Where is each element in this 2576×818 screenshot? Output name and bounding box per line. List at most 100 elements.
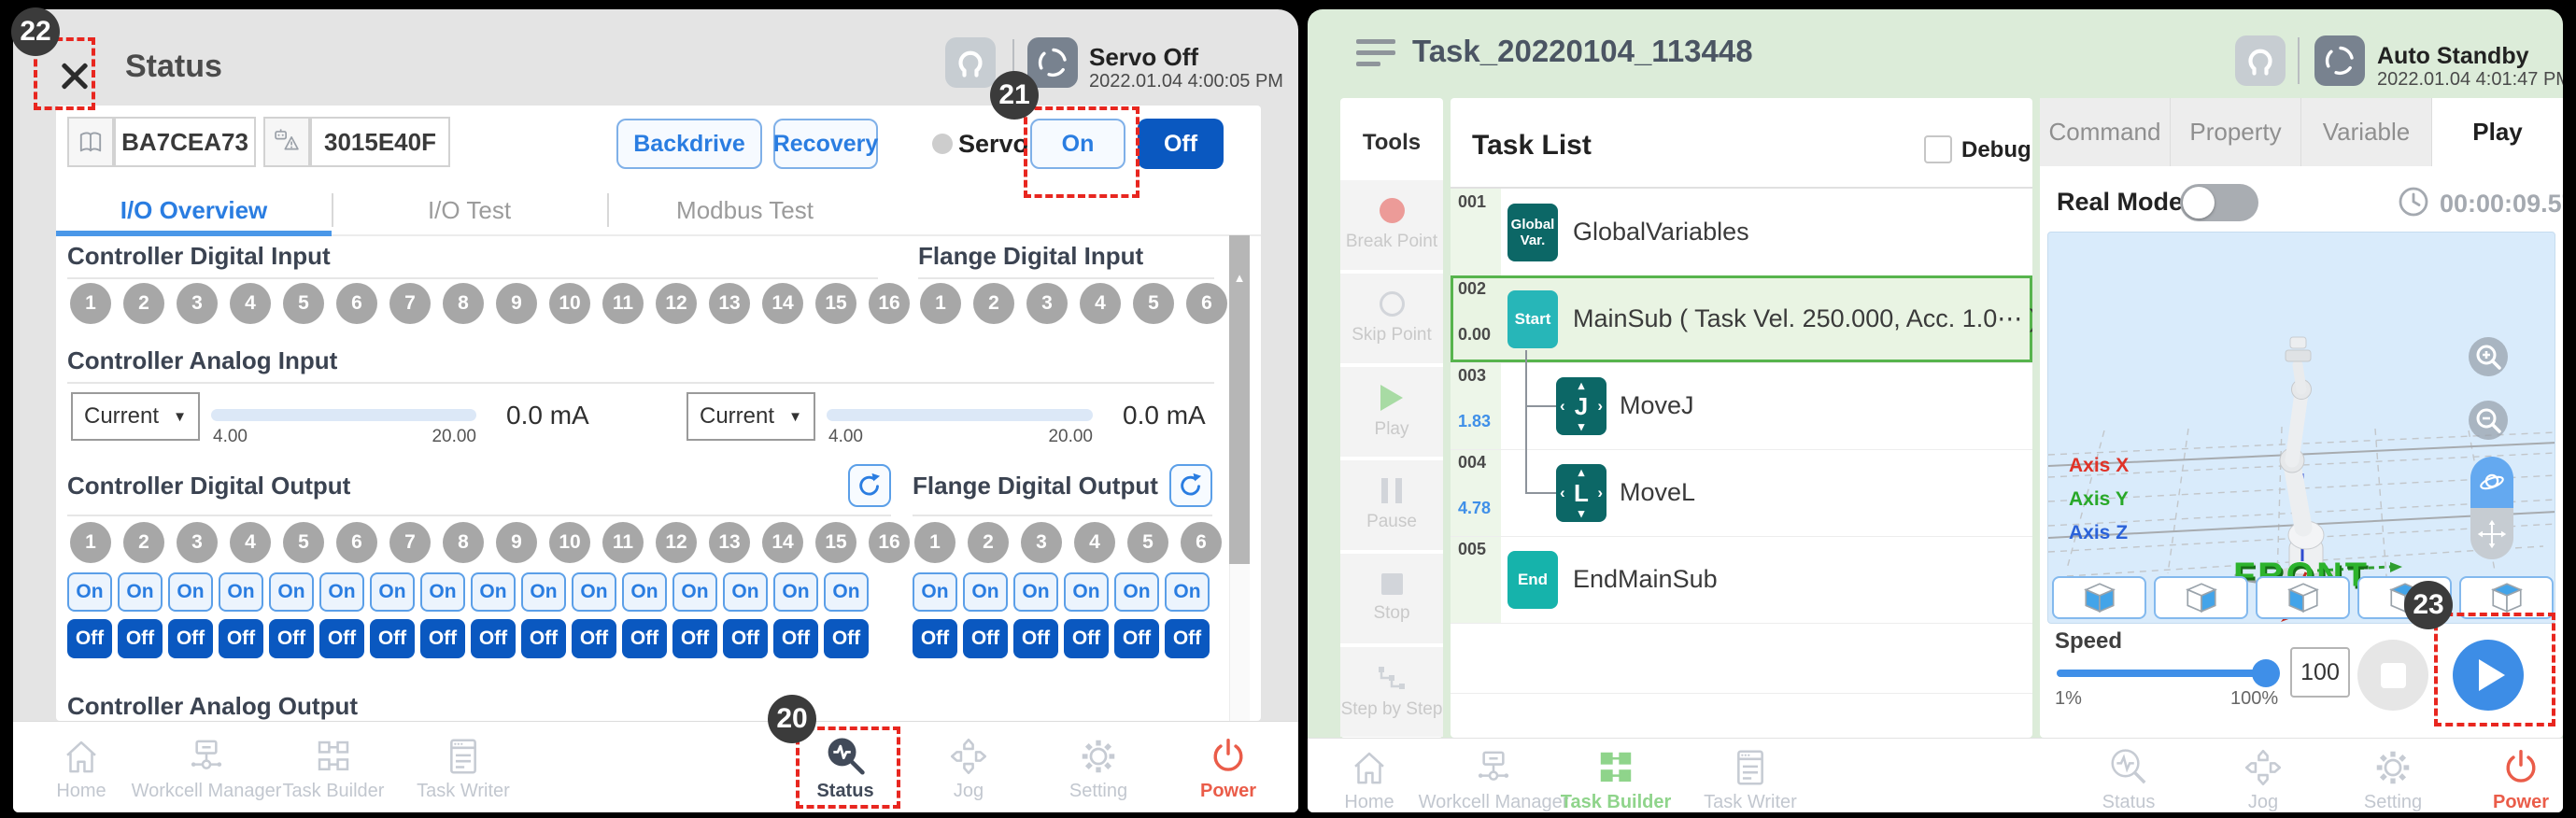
digital-output-on-button[interactable]: On (118, 572, 163, 612)
digital-output-on-button[interactable]: On (319, 572, 364, 612)
digital-output-off-button[interactable]: Off (1013, 619, 1058, 658)
digital-output-on-button[interactable]: On (622, 572, 667, 612)
task-row-label[interactable]: MoveJ (1620, 391, 1694, 419)
menu-icon[interactable] (1356, 39, 1395, 73)
scrollbar-thumb[interactable]: ▲ (1229, 235, 1250, 564)
refresh-button[interactable] (1169, 464, 1212, 507)
digital-output-off-button[interactable]: Off (471, 619, 516, 658)
digital-output-off-button[interactable]: Off (1114, 619, 1159, 658)
task-row-label[interactable]: MainSub ( Task Vel. 250.000, Acc. 1.0⋯ ) (1573, 304, 2032, 332)
digital-output-off-button[interactable]: Off (672, 619, 717, 658)
tool-play[interactable]: Play (1340, 367, 1443, 457)
analog-mode-select[interactable]: Current ▼ (686, 392, 815, 441)
tab-command[interactable]: Command (2040, 98, 2171, 166)
view-right-button[interactable] (2154, 576, 2248, 619)
digital-output-off-button[interactable]: Off (622, 619, 667, 658)
tool-stop[interactable]: Stop (1340, 554, 1443, 643)
nav-workcell-manager[interactable]: Workcell Manager (127, 735, 286, 802)
digital-output-off-button[interactable]: Off (420, 619, 465, 658)
nav-setting[interactable]: Setting (2314, 746, 2472, 812)
nav-workcell-manager[interactable]: Workcell Manager (1414, 746, 1573, 812)
digital-output-on-button[interactable]: On (67, 572, 112, 612)
tool-break-point[interactable]: Break Point (1340, 180, 1443, 270)
zoom-out-button[interactable] (2469, 401, 2508, 440)
digital-output-on-button[interactable]: On (1013, 572, 1058, 612)
backdrive-button[interactable]: Backdrive (616, 119, 762, 169)
digital-output-on-button[interactable]: On (963, 572, 1008, 612)
tab-io-test[interactable]: I/O Test (427, 196, 512, 224)
digital-output-on-button[interactable]: On (219, 572, 263, 612)
zoom-in-button[interactable] (2469, 337, 2508, 376)
task-row-label[interactable]: EndMainSub (1573, 565, 1718, 593)
digital-output-off-button[interactable]: Off (521, 619, 566, 658)
nav-home[interactable]: Home (13, 735, 161, 802)
nav-setting[interactable]: Setting (1019, 735, 1178, 802)
tab-variable[interactable]: Variable (2301, 98, 2432, 166)
view-left-button[interactable] (2256, 576, 2350, 619)
digital-output-on-button[interactable]: On (824, 572, 869, 612)
digital-output-off-button[interactable]: Off (319, 619, 364, 658)
view-top-button[interactable] (2459, 576, 2554, 619)
tab-modbus-test[interactable]: Modbus Test (676, 196, 814, 224)
digital-output-on-button[interactable]: On (420, 572, 465, 612)
nav-power[interactable]: Power (1149, 735, 1298, 802)
nav-task-builder[interactable]: Task Builder (1536, 746, 1695, 812)
digital-output-on-button[interactable]: On (269, 572, 314, 612)
speed-slider-thumb[interactable] (2252, 659, 2280, 687)
digital-output-on-button[interactable]: On (1165, 572, 1210, 612)
servo-on-button[interactable]: On (1030, 119, 1125, 169)
digital-output-on-button[interactable]: On (471, 572, 516, 612)
digital-output-on-button[interactable]: On (572, 572, 616, 612)
nav-status[interactable]: Status (2049, 746, 2208, 812)
tab-property[interactable]: Property (2171, 98, 2301, 166)
digital-output-off-button[interactable]: Off (963, 619, 1008, 658)
digital-output-off-button[interactable]: Off (168, 619, 213, 658)
tool-pause[interactable]: Pause (1340, 460, 1443, 550)
gripper-status-button[interactable] (945, 37, 996, 88)
digital-output-off-button[interactable]: Off (269, 619, 314, 658)
digital-output-on-button[interactable]: On (672, 572, 717, 612)
view-front-button[interactable] (2052, 576, 2146, 619)
simulation-viewport[interactable]: Axis X Axis Y Axis Z FRONT (2047, 232, 2555, 624)
digital-output-on-button[interactable]: On (773, 572, 818, 612)
digital-output-on-button[interactable]: On (370, 572, 415, 612)
robot-state-button[interactable] (1027, 37, 1078, 88)
task-row-label[interactable]: MoveL (1620, 478, 1696, 506)
tool-step-by-step[interactable]: Step by Step (1340, 647, 1443, 737)
tab-io-overview[interactable]: I/O Overview (120, 196, 268, 224)
robot-state-button[interactable] (2314, 35, 2365, 86)
digital-output-on-button[interactable]: On (1114, 572, 1159, 612)
play-button[interactable] (2453, 640, 2524, 711)
digital-output-off-button[interactable]: Off (67, 619, 112, 658)
stop-button[interactable] (2357, 640, 2428, 711)
digital-output-off-button[interactable]: Off (824, 619, 869, 658)
analog-mode-select[interactable]: Current ▼ (71, 392, 200, 441)
speed-value-input[interactable] (2290, 647, 2350, 698)
digital-output-on-button[interactable]: On (1064, 572, 1109, 612)
digital-output-off-button[interactable]: Off (723, 619, 768, 658)
debug-checkbox[interactable] (1924, 135, 1952, 163)
servo-off-button[interactable]: Off (1138, 119, 1224, 169)
digital-output-on-button[interactable]: On (723, 572, 768, 612)
recovery-button[interactable]: Recovery (773, 119, 878, 169)
nav-jog[interactable]: Jog (889, 735, 1048, 802)
orbit-button[interactable] (2470, 457, 2513, 508)
digital-output-off-button[interactable]: Off (773, 619, 818, 658)
digital-output-on-button[interactable]: On (521, 572, 566, 612)
task-row-label[interactable]: GlobalVariables (1573, 218, 1749, 246)
digital-output-off-button[interactable]: Off (913, 619, 957, 658)
digital-output-off-button[interactable]: Off (370, 619, 415, 658)
tab-play[interactable]: Play (2432, 98, 2563, 166)
pan-button[interactable] (2470, 508, 2513, 559)
nav-power[interactable]: Power (2442, 746, 2563, 812)
tool-skip-point[interactable]: Skip Point (1340, 274, 1443, 363)
digital-output-off-button[interactable]: Off (1165, 619, 1210, 658)
safety-id-value[interactable]: 3015E40F (310, 117, 450, 167)
nav-status[interactable]: Status (766, 735, 925, 802)
refresh-button[interactable] (848, 464, 891, 507)
nav-task-writer[interactable]: Task Writer (384, 735, 543, 802)
nav-task-builder[interactable]: Task Builder (254, 735, 413, 802)
nav-task-writer[interactable]: Task Writer (1671, 746, 1830, 812)
digital-output-on-button[interactable]: On (168, 572, 213, 612)
digital-output-off-button[interactable]: Off (118, 619, 163, 658)
